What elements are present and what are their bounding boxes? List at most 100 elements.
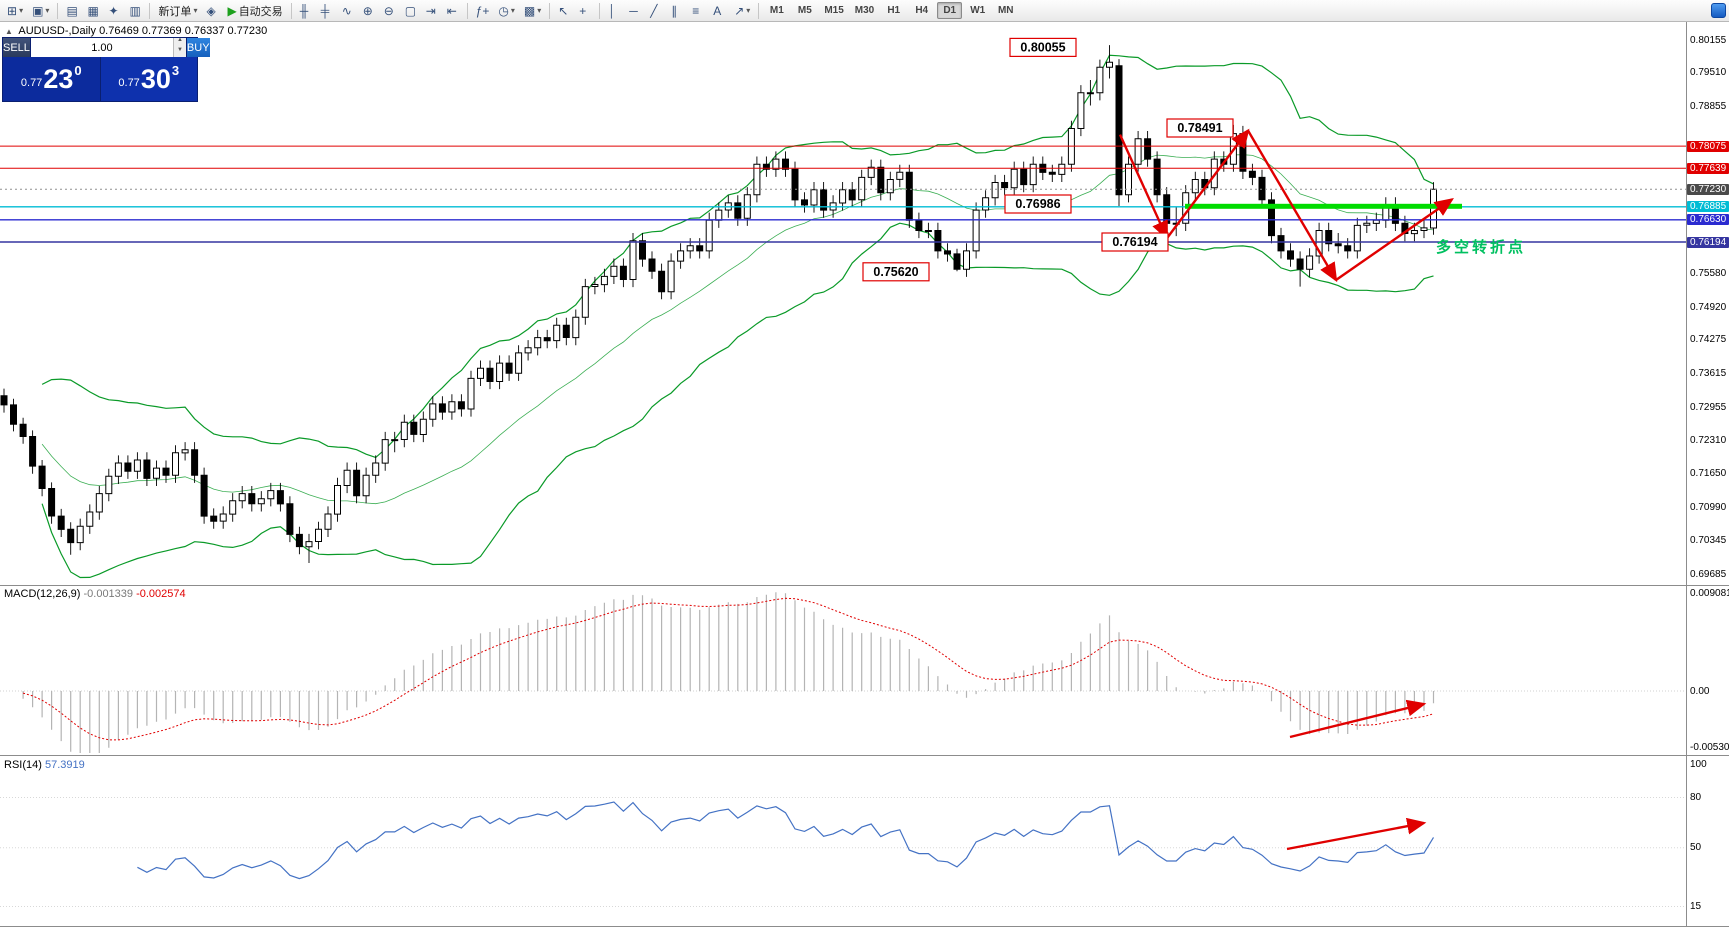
- tile-windows-button[interactable]: ▢: [401, 1, 421, 20]
- navigator-button[interactable]: ✦: [104, 1, 124, 20]
- crosshair-button[interactable]: +: [575, 1, 595, 20]
- crosshair-icon: +: [579, 3, 587, 18]
- price-axis-label: 0.74920: [1690, 301, 1727, 313]
- toolbar-separator: [149, 2, 151, 19]
- trend-arrow[interactable]: [1246, 129, 1338, 283]
- price-level-label: 0.76885: [1687, 201, 1729, 213]
- terminal-button[interactable]: ▥: [125, 1, 145, 20]
- profiles-icon: ▣: [32, 3, 44, 18]
- price-axis-label: 0.78855: [1690, 100, 1727, 112]
- profiles-button[interactable]: ▣ ▾: [28, 1, 53, 20]
- new-order-button[interactable]: 新订单 ▾: [154, 1, 201, 20]
- zoom-in-button[interactable]: ⊕: [359, 1, 379, 20]
- timeframe-mn-button[interactable]: MN: [993, 2, 1018, 19]
- trendline-button[interactable]: ╱: [646, 1, 666, 20]
- macd-trend-arrow[interactable]: [1289, 699, 1427, 739]
- horizontal-line-button[interactable]: ─: [625, 1, 645, 20]
- zoom-out-icon: ⊖: [383, 3, 394, 18]
- tile-windows-icon: ▢: [404, 3, 417, 18]
- price-axis-label: -0.005306: [1690, 742, 1729, 754]
- timeframe-m15-button[interactable]: M15: [820, 2, 847, 19]
- price-axis-label: 0.79510: [1690, 67, 1727, 79]
- buy-price-sup: 3: [171, 63, 180, 78]
- timeframe-d1-button[interactable]: D1: [937, 2, 963, 19]
- price-annotation[interactable]: 0.78491: [1166, 118, 1234, 138]
- price-annotation[interactable]: 0.80055: [1009, 37, 1077, 58]
- new-order-label: 新订单: [158, 5, 192, 18]
- collapse-icon[interactable]: ▲: [5, 27, 13, 36]
- price-annotation[interactable]: 0.75620: [862, 262, 930, 282]
- toolbar-separator: [549, 2, 551, 19]
- price-axis-label: 0.80155: [1690, 34, 1727, 46]
- sell-price[interactable]: 0.77 23 0: [3, 57, 101, 101]
- navigator-icon: ✦: [108, 3, 119, 18]
- trend-arrow[interactable]: [1166, 128, 1250, 239]
- sell-price-sup: 0: [74, 63, 82, 78]
- autotrading-icon: ▶: [227, 3, 237, 18]
- chart-line-button[interactable]: ∿: [338, 1, 358, 20]
- trend-arrow[interactable]: [1118, 134, 1169, 241]
- buy-price-small: 0.77: [118, 77, 140, 89]
- price-axis-label: 0.009081: [1690, 588, 1729, 600]
- volume-down-icon[interactable]: ▼: [173, 47, 186, 57]
- text-label-button[interactable]: A: [709, 1, 729, 20]
- timeframe-m5-button[interactable]: M5: [792, 2, 817, 19]
- zoom-out-button[interactable]: ⊖: [380, 1, 400, 20]
- buy-price[interactable]: 0.77 30 3: [100, 57, 197, 101]
- volume-up-icon[interactable]: ▲: [173, 37, 186, 48]
- sell-button[interactable]: SELL: [3, 38, 31, 57]
- horizontal-level-lines[interactable]: [0, 145, 1686, 243]
- terminal-icon: ▥: [129, 3, 141, 18]
- timeframe-h4-button[interactable]: H4: [909, 2, 934, 19]
- support-line-segment[interactable]: [1185, 203, 1462, 209]
- templates-button[interactable]: ▩ ▾: [520, 1, 545, 20]
- metaeditor-button[interactable]: ◈: [202, 1, 222, 20]
- auto-scroll-button[interactable]: ⇥: [422, 1, 442, 20]
- time-axis: 16 Sep 202025 Sep 20205 Oct 202014 Oct 2…: [0, 926, 1729, 942]
- chart-canvas[interactable]: 0.80055 0.78491 0.76986 0.76194 0.75620 多空转折点: [0, 22, 1729, 942]
- cursor-button[interactable]: ↖: [554, 1, 574, 20]
- timeframe-w1-button[interactable]: W1: [965, 2, 990, 19]
- periods-button[interactable]: ◷ ▾: [494, 1, 519, 20]
- arrow-tool-button[interactable]: ↗ ▾: [730, 1, 754, 20]
- rsi-trend-arrow[interactable]: [1286, 817, 1427, 851]
- vertical-line-button[interactable]: │: [604, 1, 624, 20]
- volume-input[interactable]: [30, 38, 173, 57]
- data-window-button[interactable]: ▦: [83, 1, 103, 20]
- price-annotations[interactable]: 0.80055 0.78491 0.76986 0.76194 0.75620 多空转折点: [862, 37, 1526, 282]
- chart-candles-icon: ╪: [320, 3, 330, 18]
- chevron-down-icon: ▾: [746, 6, 751, 15]
- symbol-name: AUDUSD-,Daily: [18, 25, 96, 37]
- trend-arrow[interactable]: [1335, 198, 1454, 281]
- horizontal-line-icon: ─: [629, 3, 638, 18]
- turning-point-note[interactable]: 多空转折点: [1436, 238, 1526, 256]
- volume-spinner: ▲ ▼: [172, 37, 186, 57]
- market-watch-button[interactable]: ▤: [62, 1, 82, 20]
- timeframe-m30-button[interactable]: M30: [851, 2, 878, 19]
- fibonacci-button[interactable]: ≡: [688, 1, 708, 20]
- toolbar-separator: [758, 2, 760, 19]
- price-level-label: 0.78075: [1687, 140, 1729, 152]
- price-annotation[interactable]: 0.76986: [1004, 194, 1072, 214]
- fibonacci-icon: ≡: [692, 3, 700, 18]
- price-axis-label: 0.70345: [1690, 534, 1727, 546]
- chart-bars-button[interactable]: ╫: [296, 1, 316, 20]
- channel-icon: ∥: [671, 3, 678, 18]
- chart-shift-button[interactable]: ⇤: [443, 1, 463, 20]
- price-annotation[interactable]: 0.76194: [1101, 232, 1169, 252]
- buy-button[interactable]: BUY: [185, 38, 210, 57]
- community-icon[interactable]: [1711, 3, 1726, 18]
- timeframe-h1-button[interactable]: H1: [881, 2, 906, 19]
- price-axis-label: 0.72955: [1690, 401, 1727, 413]
- volume-field: ▲ ▼: [30, 37, 186, 57]
- svg-text:0.78491: 0.78491: [1177, 121, 1222, 135]
- trend-arrows[interactable]: [1118, 128, 1454, 851]
- chart-candles-button[interactable]: ╪: [317, 1, 337, 20]
- autotrading-button[interactable]: ▶ 自动交易: [223, 1, 286, 20]
- price-axis-label: 0.00: [1690, 685, 1710, 697]
- new-chart-button[interactable]: ⊞ ▾: [3, 1, 27, 20]
- channel-button[interactable]: ∥: [667, 1, 687, 20]
- timeframe-m1-button[interactable]: M1: [764, 2, 789, 19]
- cursor-icon: ↖: [558, 3, 569, 18]
- indicators-button[interactable]: ƒ+: [472, 1, 494, 20]
